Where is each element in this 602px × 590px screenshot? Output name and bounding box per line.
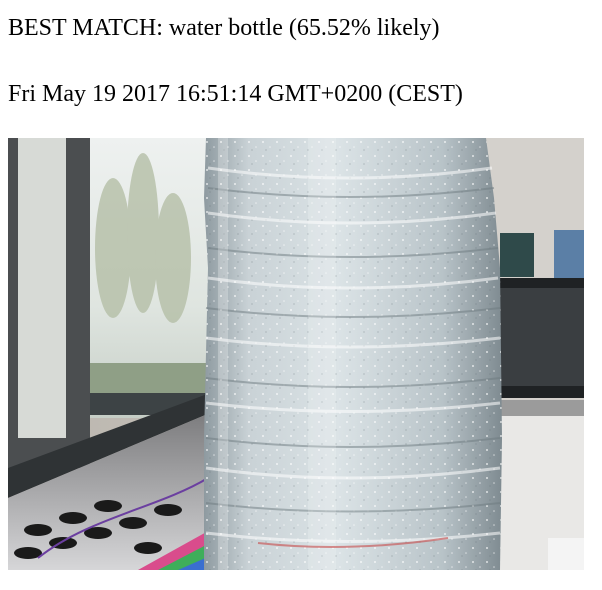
best-match-label: water bottle (168, 15, 283, 41)
camera-photo (8, 138, 584, 570)
water-bottle-photo (8, 138, 584, 570)
best-match-confidence: (65.52% likely) (288, 15, 440, 41)
best-match-prefix: BEST MATCH: (8, 15, 169, 41)
timestamp-text: Fri May 19 2017 16:51:14 GMT+0200 (CEST) (8, 81, 463, 107)
best-match-text: BEST MATCH: water bottle (65.52% likely) (8, 14, 440, 42)
